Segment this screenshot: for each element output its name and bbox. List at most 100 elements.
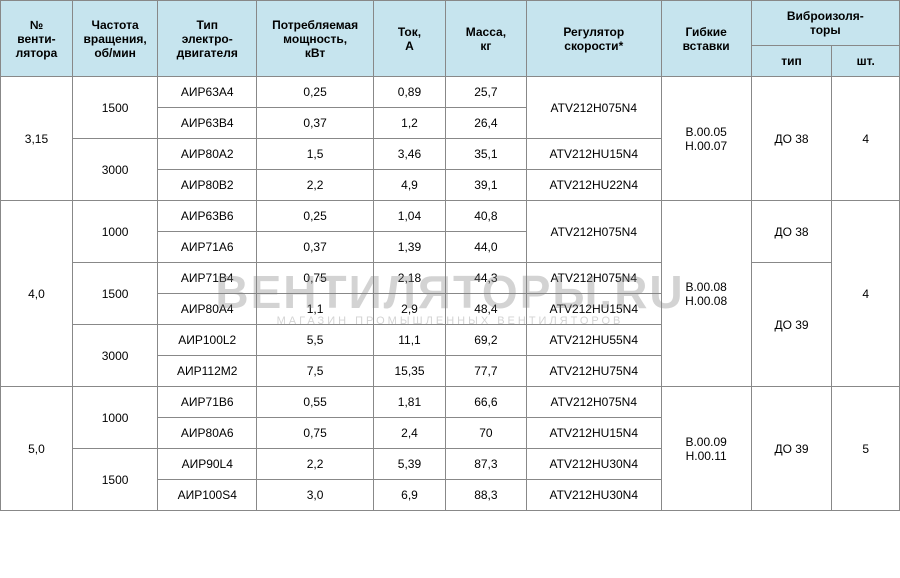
cell-mass: 44,3 [445,263,526,294]
cell-amp: 2,18 [374,263,446,294]
cell-motor: АИР71А6 [158,232,257,263]
cell-motor: АИР80В2 [158,170,257,201]
cell-vibro-qty: 4 [832,201,900,387]
cell-motor: АИР63В4 [158,108,257,139]
cell-motor: АИР80А2 [158,139,257,170]
cell-rpm: 3000 [72,139,157,201]
cell-regulator: ATV212HU30N4 [526,480,661,511]
col-header: Ток,А [374,1,446,77]
cell-mass: 87,3 [445,449,526,480]
cell-rpm: 1000 [72,387,157,449]
cell-power: 2,2 [257,170,374,201]
cell-mass: 35,1 [445,139,526,170]
cell-power: 3,0 [257,480,374,511]
cell-vibro-type: ДО 38 [751,77,832,201]
cell-mass: 70 [445,418,526,449]
cell-inserts: В.00.05Н.00.07 [661,77,751,201]
cell-motor: АИР80А4 [158,294,257,325]
cell-motor: АИР71В6 [158,387,257,418]
cell-regulator: ATV212H075N4 [526,77,661,139]
table-row: 1500АИР71В40,752,1844,3ATV212H075N4ДО 39 [1,263,900,294]
cell-mass: 77,7 [445,356,526,387]
cell-mass: 39,1 [445,170,526,201]
cell-power: 5,5 [257,325,374,356]
cell-power: 0,25 [257,77,374,108]
cell-amp: 2,9 [374,294,446,325]
cell-motor: АИР71В4 [158,263,257,294]
spec-table: №венти-лятораЧастотавращения,об/минТипэл… [0,0,900,511]
cell-power: 0,25 [257,201,374,232]
cell-regulator: ATV212HU15N4 [526,418,661,449]
cell-power: 2,2 [257,449,374,480]
cell-mass: 66,6 [445,387,526,418]
cell-inserts: В.00.09Н.00.11 [661,387,751,511]
cell-amp: 1,2 [374,108,446,139]
cell-fan: 5,0 [1,387,73,511]
cell-mass: 40,8 [445,201,526,232]
table-row: 5,01000АИР71В60,551,8166,6ATV212H075N4В.… [1,387,900,418]
cell-motor: АИР80А6 [158,418,257,449]
cell-power: 0,75 [257,418,374,449]
cell-regulator: ATV212H075N4 [526,387,661,418]
cell-regulator: ATV212HU75N4 [526,356,661,387]
cell-power: 0,37 [257,108,374,139]
cell-vibro-qty: 5 [832,387,900,511]
cell-mass: 48,4 [445,294,526,325]
cell-mass: 88,3 [445,480,526,511]
cell-rpm: 1500 [72,449,157,511]
cell-motor: АИР90L4 [158,449,257,480]
col-header: Типэлектро-двигателя [158,1,257,77]
cell-power: 1,1 [257,294,374,325]
table-row: 4,01000АИР63В60,251,0440,8ATV212H075N4В.… [1,201,900,232]
col-header: Частотавращения,об/мин [72,1,157,77]
cell-fan: 4,0 [1,201,73,387]
cell-fan: 3,15 [1,77,73,201]
cell-vibro-type: ДО 39 [751,263,832,387]
cell-rpm: 3000 [72,325,157,387]
cell-power: 0,75 [257,263,374,294]
cell-amp: 1,04 [374,201,446,232]
cell-amp: 4,9 [374,170,446,201]
cell-vibro-type: ДО 38 [751,201,832,263]
col-header: Регуляторскорости* [526,1,661,77]
cell-rpm: 1500 [72,77,157,139]
cell-regulator: ATV212HU22N4 [526,170,661,201]
cell-amp: 2,4 [374,418,446,449]
cell-mass: 26,4 [445,108,526,139]
col-header-vibro: Виброизоля-торы [751,1,899,46]
table-row: 3,151500АИР63А40,250,8925,7ATV212H075N4В… [1,77,900,108]
col-header: Масса,кг [445,1,526,77]
cell-amp: 15,35 [374,356,446,387]
cell-inserts: В.00.08Н.00.08 [661,201,751,387]
cell-power: 7,5 [257,356,374,387]
cell-rpm: 1500 [72,263,157,325]
cell-regulator: ATV212HU15N4 [526,294,661,325]
cell-regulator: ATV212HU15N4 [526,139,661,170]
col-header: шт. [832,46,900,77]
cell-amp: 6,9 [374,480,446,511]
cell-rpm: 1000 [72,201,157,263]
cell-motor: АИР100L2 [158,325,257,356]
table-header: №венти-лятораЧастотавращения,об/минТипэл… [1,1,900,77]
cell-regulator: ATV212HU55N4 [526,325,661,356]
cell-power: 0,37 [257,232,374,263]
cell-amp: 5,39 [374,449,446,480]
cell-amp: 1,39 [374,232,446,263]
cell-vibro-qty: 4 [832,77,900,201]
cell-regulator: ATV212HU30N4 [526,449,661,480]
cell-power: 0,55 [257,387,374,418]
cell-amp: 3,46 [374,139,446,170]
cell-regulator: ATV212H075N4 [526,201,661,263]
cell-mass: 25,7 [445,77,526,108]
cell-mass: 69,2 [445,325,526,356]
cell-amp: 11,1 [374,325,446,356]
cell-motor: АИР63В6 [158,201,257,232]
cell-regulator: ATV212H075N4 [526,263,661,294]
col-header: Потребляемаямощность,кВт [257,1,374,77]
cell-amp: 1,81 [374,387,446,418]
cell-motor: АИР112М2 [158,356,257,387]
cell-vibro-type: ДО 39 [751,387,832,511]
col-header: Гибкиевставки [661,1,751,77]
cell-mass: 44,0 [445,232,526,263]
col-header: тип [751,46,832,77]
